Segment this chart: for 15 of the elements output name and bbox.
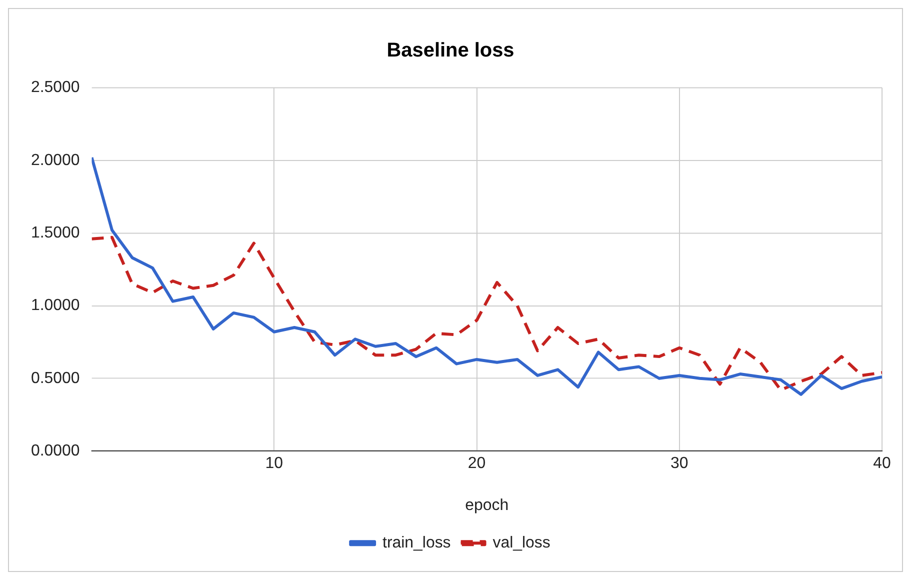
y-tick-label: 1.5000 bbox=[30, 224, 80, 242]
x-tick-label: 10 bbox=[265, 454, 284, 472]
x-tick-label: 20 bbox=[468, 454, 486, 472]
x-tick-label: 40 bbox=[873, 454, 892, 472]
x-tick-label: 30 bbox=[670, 454, 688, 472]
y-tick-label: 2.0000 bbox=[30, 152, 80, 169]
legend-label: val_loss bbox=[492, 534, 550, 552]
line-series bbox=[92, 236, 882, 392]
y-tick-label: 0.5000 bbox=[30, 370, 80, 387]
legend-label: train_loss bbox=[382, 534, 451, 552]
y-tick-label: 0.0000 bbox=[30, 442, 80, 460]
y-tick-label: 1.0000 bbox=[30, 297, 80, 314]
chart-title: Baseline loss bbox=[386, 39, 514, 62]
y-tick-label: 2.5000 bbox=[30, 79, 80, 96]
x-axis-title: epoch bbox=[465, 497, 509, 514]
